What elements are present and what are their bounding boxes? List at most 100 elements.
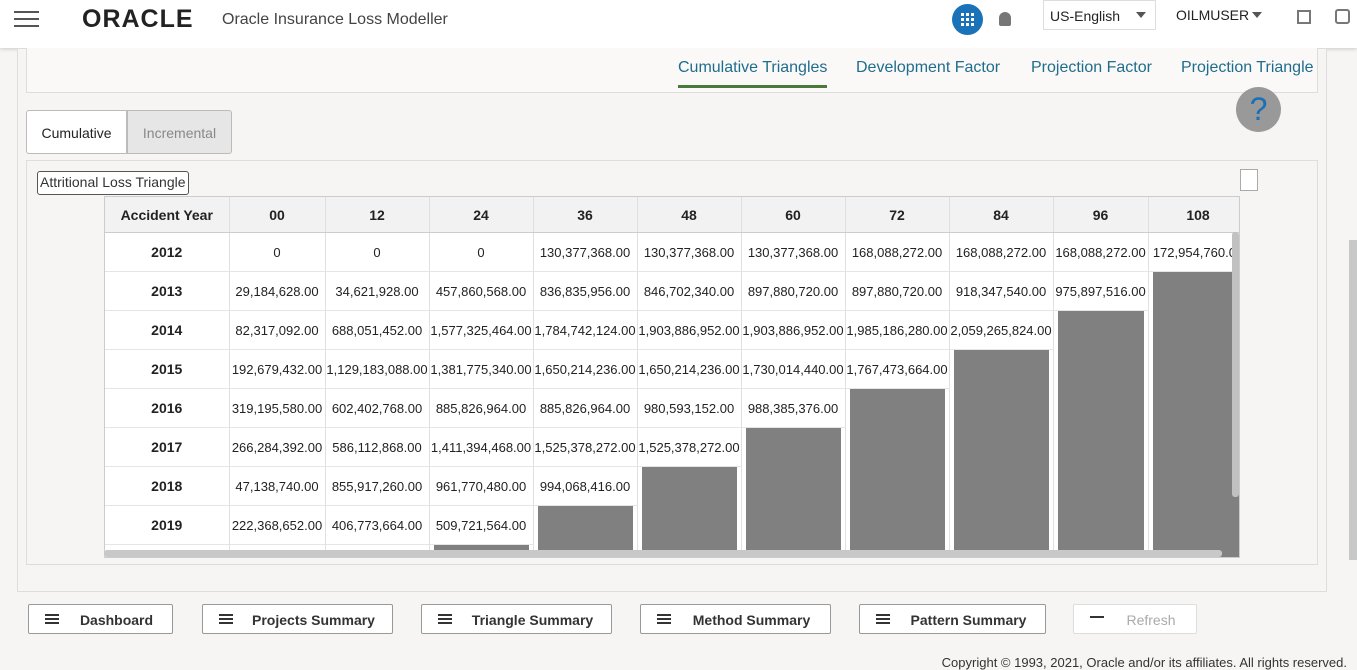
accident-year: 2014 [105,310,230,350]
nav-button[interactable]: Pattern Summary [859,604,1046,634]
empty-cell [1053,466,1149,506]
button-icon [876,614,890,624]
empty-cell [741,466,846,506]
user-admin-icon[interactable] [999,12,1011,26]
empty-cell [1148,271,1239,311]
cell: 885,826,964.00 [429,388,534,428]
language-caret [1136,12,1146,23]
cell: 1,784,742,124.00 [533,310,638,350]
empty-fill [953,427,1049,467]
empty-fill [849,427,945,467]
button-label: Projects Summary [252,612,375,628]
empty-fill [1152,505,1239,545]
empty-cell [533,505,638,545]
button-icon [657,614,671,624]
empty-cell [1148,466,1239,506]
empty-cell [1053,310,1149,350]
cell: 988,385,376.00 [741,388,846,428]
cell: 1,985,186,280.00 [845,310,950,350]
toggle-option[interactable]: Cumulative [26,110,127,154]
cell: 47,138,740.00 [229,466,326,506]
logout-icon[interactable] [1335,9,1350,24]
cell: 975,897,516.00 [1053,271,1149,311]
empty-cell [845,427,950,467]
empty-cell [741,505,846,545]
empty-cell [637,505,742,545]
empty-fill [641,505,737,545]
empty-fill [1152,388,1239,428]
column-header: 00 [229,197,326,233]
cell: 130,377,368.00 [637,232,742,272]
table-row: 2016 319,195,580.00 602,402,768.00 885,826,… [105,388,1239,428]
user-caret [1252,12,1262,23]
apps-button[interactable] [952,4,983,35]
empty-cell [1148,427,1239,467]
empty-fill [849,389,945,428]
empty-cell [1148,349,1239,389]
empty-fill [1057,311,1144,350]
cell: 897,880,720.00 [741,271,846,311]
column-header: 72 [845,197,950,233]
cell: 1,903,886,952.00 [637,310,742,350]
empty-fill [1057,466,1144,506]
cell: 885,826,964.00 [533,388,638,428]
help-button[interactable]: ? [1236,87,1281,132]
empty-cell [845,388,950,428]
cell: 130,377,368.00 [533,232,638,272]
menu-button[interactable] [14,11,39,27]
button-icon [45,614,59,624]
button-icon [219,614,233,624]
nav-button[interactable]: Projects Summary [202,604,393,634]
empty-cell [1053,505,1149,545]
accident-year: 2016 [105,388,230,428]
tab[interactable]: Projection Factor [1031,59,1152,76]
horizontal-scrollbar[interactable] [104,550,1222,557]
vertical-scrollbar[interactable] [1232,232,1239,497]
user-menu[interactable]: OILMUSER [1176,7,1250,23]
table-row: 2013 29,184,628.00 34,621,928.00 457,860,56… [105,271,1239,311]
column-header: 24 [429,197,534,233]
cell: 961,770,480.00 [429,466,534,506]
empty-fill [745,466,841,506]
cell: 1,129,183,088.00 [325,349,430,389]
tab[interactable]: Projection Triangle [1181,59,1314,76]
nav-button[interactable]: Triangle Summary [421,604,612,634]
cell: 980,593,152.00 [637,388,742,428]
cell: 855,917,260.00 [325,466,430,506]
header-row: Accident Year 00 12 24 36 48 60 72 84 96 108 [105,197,1239,233]
column-header: Accident Year [105,197,230,233]
cell: 457,860,568.00 [429,271,534,311]
cell: 34,621,928.00 [325,271,430,311]
cell: 1,650,214,236.00 [637,349,742,389]
cell: 168,088,272.00 [949,232,1054,272]
tab[interactable]: Development Factor [856,59,1001,76]
accident-year: 2017 [105,427,230,467]
page-scrollbar[interactable] [1349,240,1357,560]
cell: 836,835,956.00 [533,271,638,311]
accident-year: 2012 [105,232,230,272]
tab[interactable]: Cumulative Triangles [678,59,828,88]
toggle-option[interactable]: Incremental [127,110,232,154]
cell: 1,650,214,236.00 [533,349,638,389]
accident-year: 2018 [105,466,230,506]
export-excel-icon[interactable] [1240,169,1258,191]
button-label: Dashboard [79,612,154,628]
table-row: 2012 0 0 0 130,377,368.00 130,377,368.00 130,3… [105,232,1239,272]
hierarchy-icon[interactable] [1297,10,1311,24]
cell: 1,577,325,464.00 [429,310,534,350]
cell: 406,773,664.00 [325,505,430,545]
cell: 897,880,720.00 [845,271,950,311]
empty-fill [1152,427,1239,467]
empty-cell [949,388,1054,428]
column-header: 84 [949,197,1054,233]
nav-button[interactable]: Method Summary [640,604,831,634]
column-header: 48 [637,197,742,233]
cell: 2,059,265,824.00 [949,310,1054,350]
header: ORACLE Oracle Insurance Loss Modeller US… [0,0,1357,48]
empty-cell [949,505,1054,545]
empty-fill [1057,427,1144,467]
nav-button[interactable]: Dashboard [28,604,173,634]
language-select[interactable]: US-English [1043,0,1156,30]
empty-fill [849,505,945,545]
